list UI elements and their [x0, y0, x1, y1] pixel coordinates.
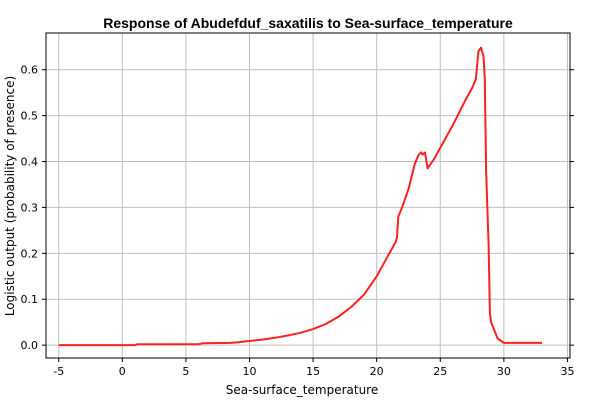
- y-axis-label: Logistic output (probability of presence…: [3, 76, 17, 316]
- x-tick-label: 30: [497, 365, 511, 378]
- x-tick-label: 5: [182, 365, 189, 378]
- y-tick-label: 0.6: [21, 64, 39, 77]
- grid-lines: [46, 33, 570, 358]
- x-tick-label: 35: [560, 365, 574, 378]
- y-tick-label: 0.5: [21, 110, 39, 123]
- x-tick-label: 25: [433, 365, 447, 378]
- axis-ticks: -5 0 5 10 15 20 25 30 35 0.0 0.1 0.2 0.3 0.4 0.5 0.6: [21, 64, 575, 378]
- x-tick-label: 20: [370, 365, 384, 378]
- x-tick-label: -5: [53, 365, 64, 378]
- y-tick-label: 0.3: [21, 201, 39, 214]
- chart-title: Response of Abudefduf_saxatilis to Sea-s…: [103, 15, 513, 31]
- x-tick-label: 0: [119, 365, 126, 378]
- y-tick-label: 0.0: [21, 339, 39, 352]
- x-tick-label: 15: [306, 365, 320, 378]
- y-tick-label: 0.4: [21, 156, 39, 169]
- y-tick-label: 0.2: [21, 247, 39, 260]
- response-curve-line: [58, 46, 542, 347]
- y-tick-label: 0.1: [21, 293, 39, 306]
- series-layer: [58, 46, 542, 347]
- x-axis-label: Sea-surface_temperature: [226, 383, 378, 397]
- plot-area: [45, 32, 571, 359]
- x-tick-label: 10: [242, 365, 256, 378]
